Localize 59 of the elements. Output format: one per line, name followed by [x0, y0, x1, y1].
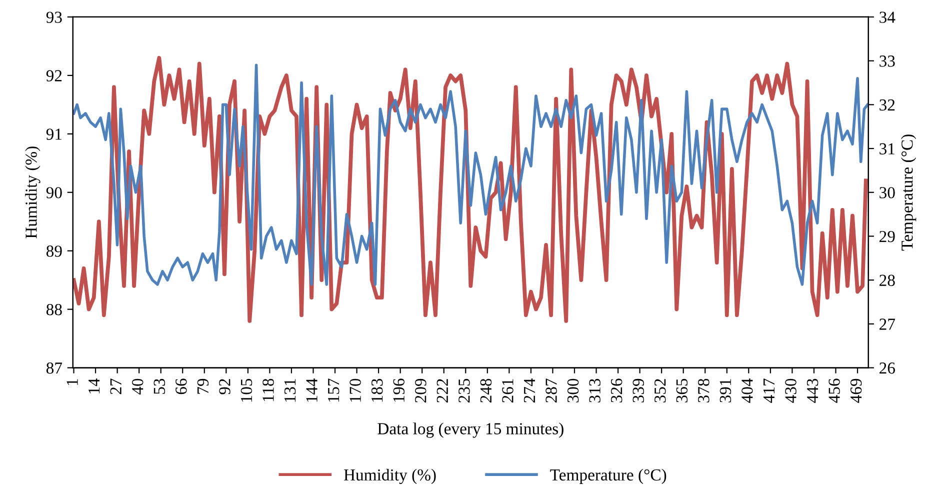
y2-tick-label: 34 [880, 12, 896, 23]
y2-tick-label: 28 [880, 274, 895, 286]
x-tick-label: 352 [654, 379, 666, 402]
y2-tick-label: 32 [880, 99, 895, 111]
x-tick-label: 378 [698, 378, 710, 402]
x-tick-label: 274 [524, 378, 535, 402]
x-tick-label: 40 [132, 378, 144, 395]
x-tick-label: 391 [720, 379, 732, 402]
x-tick-label: 248 [480, 378, 492, 402]
y-tick-label: 89 [46, 246, 62, 257]
x-tick-label: 196 [393, 378, 404, 402]
x-tick-label: 313 [589, 378, 600, 402]
x-tick-label: 339 [632, 378, 644, 402]
x-tick-label: 1 [66, 379, 78, 386]
y2-tick-label: 29 [880, 230, 895, 242]
x-tick-label: 417 [763, 378, 774, 403]
x-tick-label: 209 [415, 378, 426, 402]
x-tick-label: 92 [219, 379, 230, 394]
x-tick-label: 469 [850, 378, 862, 403]
y2-tick-label: 27 [880, 318, 896, 330]
y-tick-label: 88 [46, 304, 62, 316]
x-tick-label: 170 [350, 378, 361, 402]
y2-tick-label: 30 [880, 187, 895, 198]
y-tick-label: 90 [46, 187, 62, 198]
x-tick-label: 300 [567, 378, 579, 402]
y-tick-label: 92 [46, 70, 62, 82]
x-tick-label: 53 [154, 378, 166, 394]
x-tick-label: 27 [110, 378, 122, 394]
y2-tick-label: 31 [880, 143, 894, 154]
x-tick-label: 456 [828, 378, 840, 403]
x-tick-label: 235 [458, 378, 470, 402]
y-tick-label: 93 [46, 12, 62, 23]
x-tick-label: 443 [806, 378, 818, 403]
x-tick-label: 430 [785, 378, 796, 403]
x-tick-label: 105 [240, 378, 252, 402]
y-axis-title: Humidity (%) [25, 146, 40, 238]
x-tick-label: 261 [502, 379, 514, 402]
x-tick-label: 287 [546, 378, 557, 402]
y-tick-label: 91 [46, 128, 62, 140]
x-tick-label: 144 [306, 378, 318, 402]
y-tick-label: 87 [46, 362, 62, 374]
y2-tick-label: 33 [880, 56, 895, 67]
x-tick-label: 131 [284, 379, 296, 402]
legend-label: Temperature (°C) [550, 468, 666, 484]
x-tick-label: 183 [371, 378, 383, 402]
x-tick-label: 14 [88, 378, 100, 394]
legend-label: Humidity (%) [344, 468, 436, 484]
x-tick-label: 222 [436, 379, 448, 402]
y2-tick-label: 26 [880, 362, 895, 374]
x-tick-label: 157 [328, 378, 340, 402]
x-tick-label: 118 [262, 378, 274, 402]
x-tick-label: 66 [176, 378, 187, 394]
x-axis-title: Data log (every 15 minutes) [378, 422, 564, 438]
line-series [72, 64, 868, 286]
x-tick-label: 404 [742, 378, 753, 403]
x-tick-label: 326 [611, 378, 622, 402]
x-tick-label: 365 [676, 378, 688, 402]
x-tick-label: 79 [197, 378, 209, 394]
y2-axis-title: Temperature (°C) [901, 134, 916, 251]
